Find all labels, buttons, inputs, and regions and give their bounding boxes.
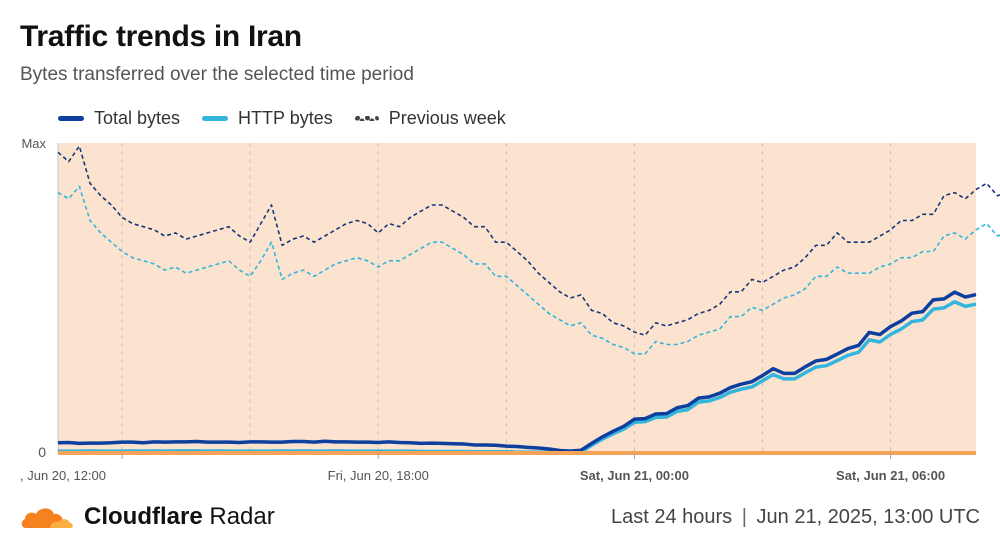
brand-name: Cloudflare Radar xyxy=(84,503,275,531)
vertical-gridlines xyxy=(57,143,892,453)
x-tick-label: , Jun 20, 12:00 xyxy=(20,468,106,483)
plot-area xyxy=(58,143,976,453)
legend-item-previous-week[interactable]: Previous week xyxy=(354,108,506,129)
series-line-prev-http xyxy=(57,185,1000,355)
timestamp-label: Jun 21, 2025, 13:00 UTC xyxy=(756,506,980,528)
x-tick-label: Fri, Jun 20, 18:00 xyxy=(328,468,429,483)
separator: | xyxy=(741,506,747,528)
chart-title: Traffic trends in Iran xyxy=(20,20,302,53)
legend-swatch-previous-week xyxy=(354,116,379,121)
traffic-line-chart: Max 0 , Jun 20, 12:00 Fri, Jun 20, 18:00 S… xyxy=(20,136,1000,483)
y-tick-zero: 0 xyxy=(38,444,46,460)
x-tick-label: Sat, Jun 21, 06:00 xyxy=(836,468,945,483)
x-tick-label: Sat, Jun 21, 00:00 xyxy=(580,468,689,483)
series-line-total xyxy=(57,290,977,453)
brand-logo[interactable]: Cloudflare Radar xyxy=(20,503,275,531)
cloud-logo-icon xyxy=(21,508,73,530)
time-range-label: Last 24 hours xyxy=(610,506,733,528)
legend-swatch-total xyxy=(58,116,84,121)
legend-item-total[interactable]: Total bytes xyxy=(58,108,180,129)
legend-label-http: HTTP bytes xyxy=(238,108,333,128)
time-range-info: Last 24 hours | Jun 21, 2025, 13:00 UTC xyxy=(611,506,980,529)
brand-name-bold: Cloudflare xyxy=(84,503,203,530)
legend-item-http[interactable]: HTTP bytes xyxy=(202,108,333,129)
x-axis-ticks: , Jun 20, 12:00 Fri, Jun 20, 18:00 Sat, Ju… xyxy=(20,453,945,483)
y-tick-max: Max xyxy=(21,136,46,151)
series-line-prev-total xyxy=(57,145,1000,336)
legend-swatch-http xyxy=(202,116,229,121)
chart-legend: Total bytes HTTP bytes Previous week xyxy=(58,108,506,129)
chart-subtitle: Bytes transferred over the selected time… xyxy=(20,64,414,85)
brand-name-rest: Radar xyxy=(202,503,275,530)
legend-label-total: Total bytes xyxy=(94,108,181,128)
legend-label-previous-week: Previous week xyxy=(388,108,506,128)
